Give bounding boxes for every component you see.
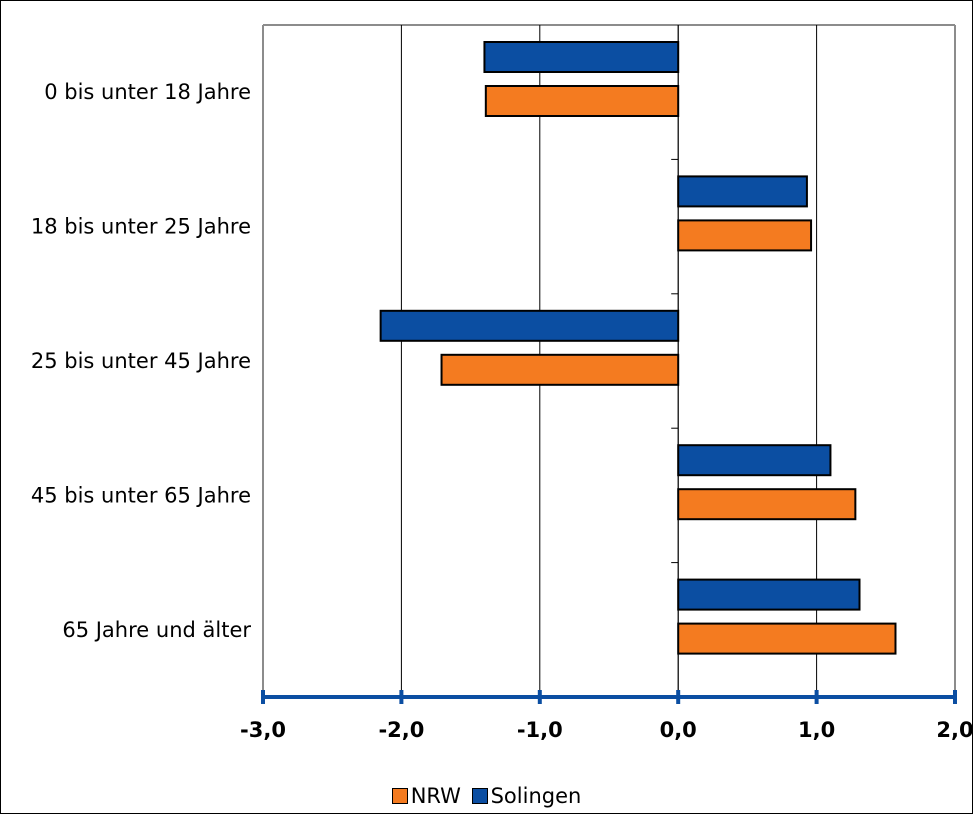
legend-label-solingen: Solingen [490,784,582,808]
bar-nrw-3 [677,488,857,521]
x-tick-label: 0,0 [660,718,697,742]
bar-nrw-4 [677,622,897,655]
legend-swatch-nrw [391,788,408,804]
axes [261,25,957,704]
x-tick-label: 1,0 [798,718,835,742]
bar-solingen-1 [677,175,808,208]
tick-labels: -3,0 -2,0 -1,0 0,0 1,0 2,0 [240,718,973,742]
bar-nrw-2 [440,353,680,386]
bar-solingen-3 [677,444,832,477]
legend-swatch-solingen [471,788,488,804]
category-label: 0 bis unter 18 Jahre [44,80,251,104]
bar-nrw-1 [677,219,813,252]
x-tick-label: 2,0 [936,718,973,742]
bars [379,41,897,655]
legend: NRW Solingen [0,784,973,808]
bar-solingen-4 [677,578,861,611]
bar-solingen-0 [483,41,680,73]
legend-item-nrw: NRW [391,784,461,808]
x-tick-label: -1,0 [517,718,563,742]
x-tick-label: -2,0 [378,718,424,742]
bar-solingen-2 [379,309,680,342]
x-tick-label: -3,0 [240,718,286,742]
category-labels: 0 bis unter 18 Jahre 18 bis unter 25 Jahr… [31,80,251,642]
legend-label-nrw: NRW [410,784,461,808]
gridlines [262,24,956,697]
bar-nrw-0 [484,85,680,117]
category-label: 65 Jahre und älter [62,618,251,642]
category-label: 25 bis unter 45 Jahre [31,349,251,373]
legend-item-solingen: Solingen [471,784,582,808]
category-label: 45 bis unter 65 Jahre [31,483,251,507]
category-label: 18 bis unter 25 Jahre [31,215,251,239]
